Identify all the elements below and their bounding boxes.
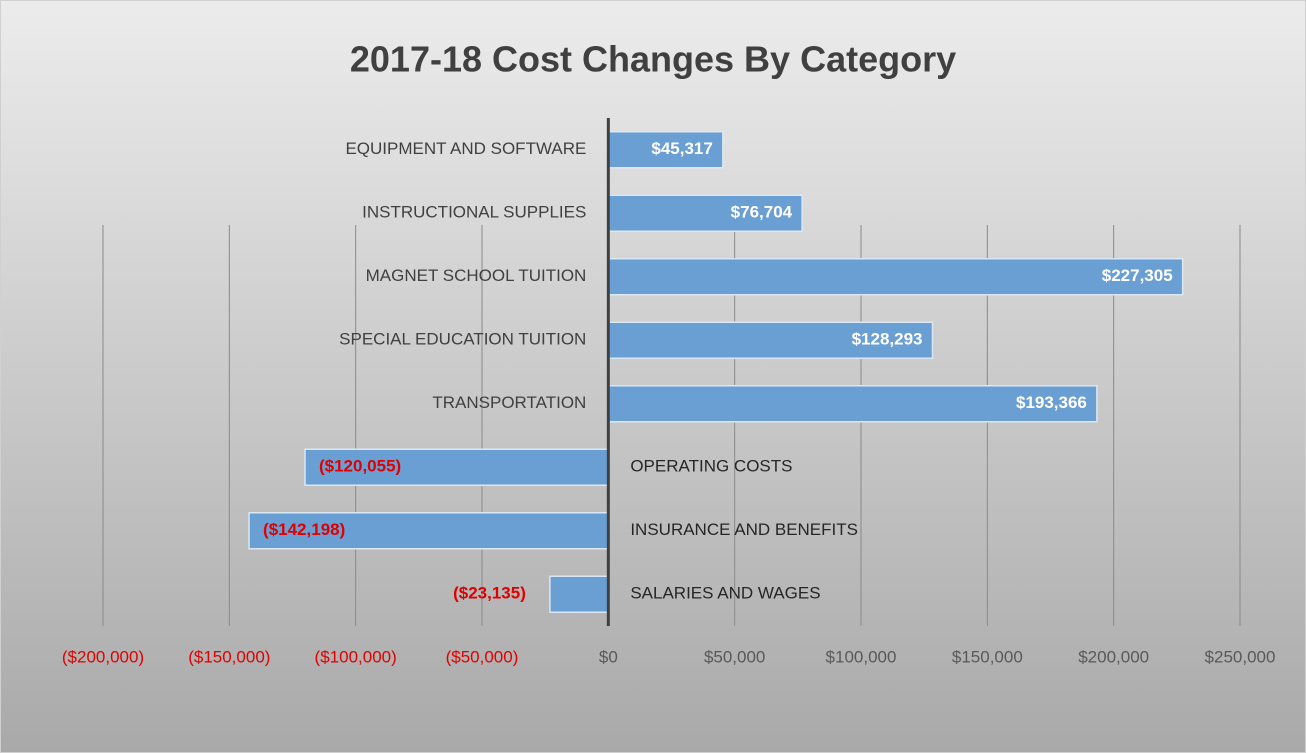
value-label: $76,704 bbox=[731, 203, 793, 222]
x-tick-label: ($200,000) bbox=[62, 647, 144, 666]
value-label: $193,366 bbox=[1016, 393, 1087, 412]
x-tick-label: ($50,000) bbox=[446, 647, 519, 666]
value-label: ($120,055) bbox=[319, 457, 401, 476]
x-tick-label: $200,000 bbox=[1078, 647, 1149, 666]
bar bbox=[549, 575, 610, 613]
x-tick-label: $250,000 bbox=[1205, 647, 1276, 666]
value-label: $128,293 bbox=[852, 330, 923, 349]
bar bbox=[248, 512, 610, 550]
category-label: EQUIPMENT AND SOFTWARE bbox=[345, 139, 586, 158]
x-tick-label: ($150,000) bbox=[188, 647, 270, 666]
value-label: ($23,135) bbox=[453, 584, 526, 603]
x-tick-label: $150,000 bbox=[952, 647, 1023, 666]
x-tick-label: $50,000 bbox=[704, 647, 765, 666]
category-label: OPERATING COSTS bbox=[630, 457, 792, 476]
bar bbox=[607, 131, 724, 169]
bar bbox=[304, 448, 610, 486]
x-tick-label: $0 bbox=[599, 647, 618, 666]
value-label: ($142,198) bbox=[263, 520, 345, 539]
category-label: INSURANCE AND BENEFITS bbox=[630, 520, 858, 539]
x-tick-label: ($100,000) bbox=[315, 647, 397, 666]
category-label: INSTRUCTIONAL SUPPLIES bbox=[362, 203, 586, 222]
category-label: MAGNET SCHOOL TUITION bbox=[366, 266, 587, 285]
category-label: SALARIES AND WAGES bbox=[630, 584, 820, 603]
value-label: $227,305 bbox=[1102, 266, 1173, 285]
value-label: $45,317 bbox=[651, 139, 712, 158]
bar bbox=[607, 258, 1184, 296]
x-tick-label: $100,000 bbox=[826, 647, 897, 666]
category-label: SPECIAL EDUCATION TUITION bbox=[339, 330, 586, 349]
category-label: TRANSPORTATION bbox=[432, 393, 586, 412]
chart-title: 2017-18 Cost Changes By Category bbox=[350, 39, 956, 80]
